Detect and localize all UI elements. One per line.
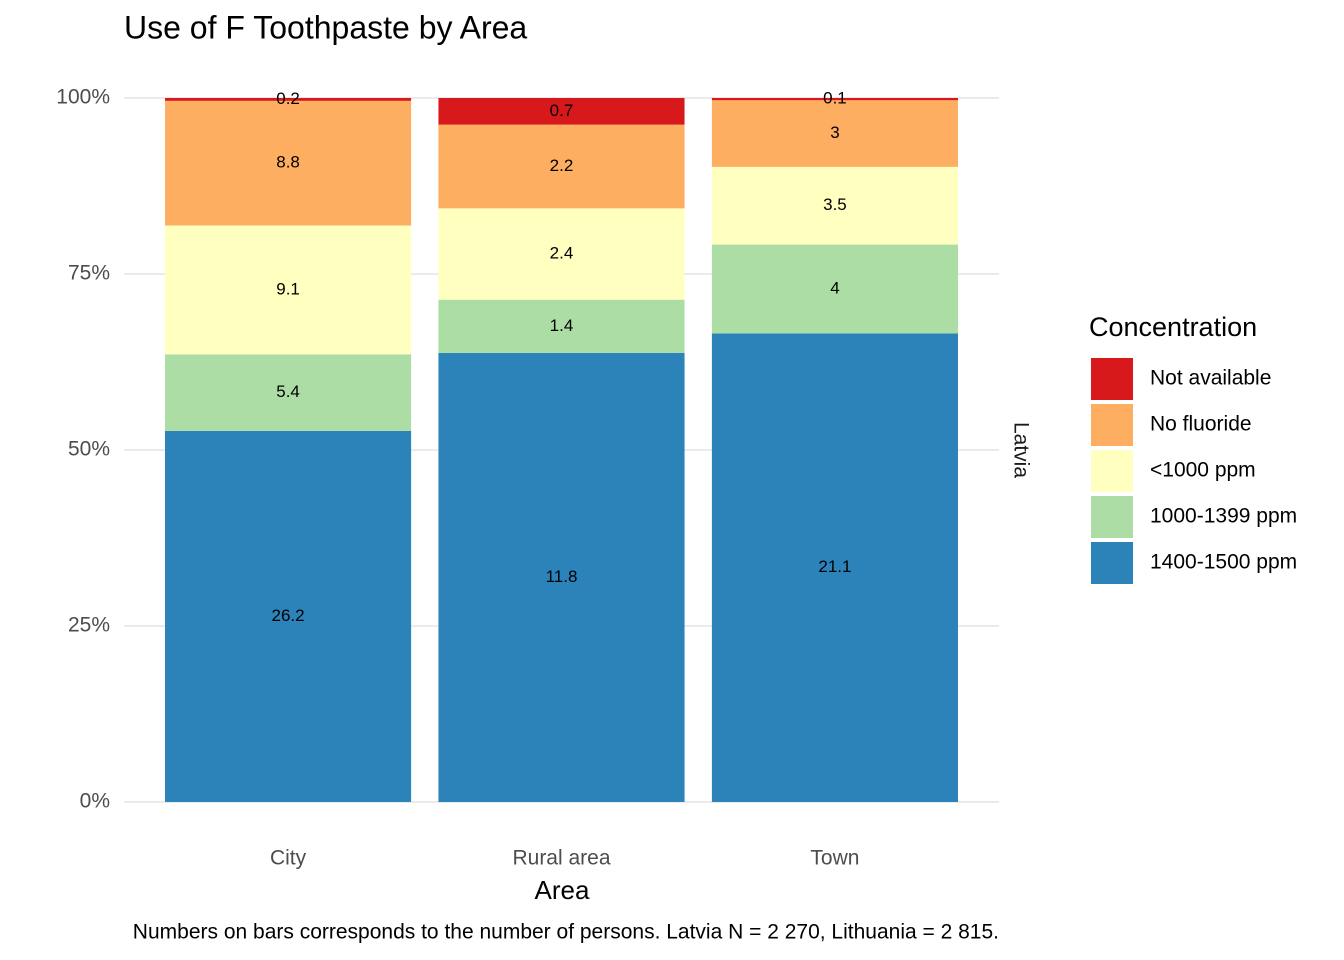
legend-label: No fluoride — [1150, 413, 1252, 436]
data-label: 0.7 — [550, 101, 574, 120]
y-tick-label: 100% — [56, 86, 110, 109]
legend-label: 1400-1500 ppm — [1150, 551, 1297, 574]
y-tick-label: 50% — [68, 438, 110, 461]
bar-segment — [711, 166, 958, 245]
data-label: 26.2 — [272, 606, 305, 625]
legend-title: Concentration — [1089, 312, 1257, 342]
bar-segment — [438, 299, 685, 353]
y-tick-label: 25% — [68, 614, 110, 637]
facet-label: Latvia — [1009, 422, 1032, 478]
bar-segment — [165, 98, 412, 101]
x-tick-label: Rural area — [512, 847, 610, 870]
data-label: 3.5 — [823, 195, 847, 214]
data-label: 21.1 — [818, 557, 851, 576]
bar-segment — [438, 208, 685, 300]
bar-segment — [165, 100, 412, 226]
legend-key — [1091, 358, 1133, 400]
legend-label: Not available — [1150, 367, 1271, 390]
bar-segment — [165, 225, 412, 355]
y-tick-label: 75% — [68, 262, 110, 285]
legend-key — [1091, 542, 1133, 584]
chart-title: Use of F Toothpaste by Area — [124, 9, 527, 45]
x-tick-label: City — [270, 847, 307, 870]
legend-label: 1000-1399 ppm — [1150, 505, 1297, 528]
data-label: 1.4 — [550, 316, 574, 335]
caption: Numbers on bars corresponds to the numbe… — [133, 921, 999, 944]
data-label: 8.8 — [276, 153, 300, 172]
bar-segment — [711, 98, 958, 101]
bar-segment — [711, 244, 958, 334]
legend-label: <1000 ppm — [1150, 459, 1256, 482]
data-label: 9.1 — [276, 279, 300, 298]
x-tick-label: Town — [810, 847, 859, 870]
bar-segment — [165, 354, 412, 431]
data-label: 2.2 — [550, 156, 574, 175]
data-label: 4 — [830, 278, 839, 297]
y-tick-label: 0% — [80, 790, 110, 813]
bar-segment — [438, 124, 685, 209]
legend-key — [1091, 496, 1133, 538]
bar-segment — [165, 430, 412, 802]
data-label: 0.1 — [823, 89, 847, 108]
bar-segment — [438, 352, 685, 802]
x-axis-title: Area — [535, 875, 590, 905]
legend-key — [1091, 404, 1133, 446]
data-label: 3 — [830, 123, 839, 142]
data-label: 11.8 — [546, 567, 578, 586]
data-label: 0.2 — [276, 89, 300, 108]
bar-segment — [711, 333, 958, 802]
bar-segment — [438, 98, 685, 125]
data-label: 5.4 — [276, 382, 300, 401]
data-label: 2.4 — [550, 244, 574, 263]
bar-segment — [711, 100, 958, 167]
legend-key — [1091, 450, 1133, 492]
